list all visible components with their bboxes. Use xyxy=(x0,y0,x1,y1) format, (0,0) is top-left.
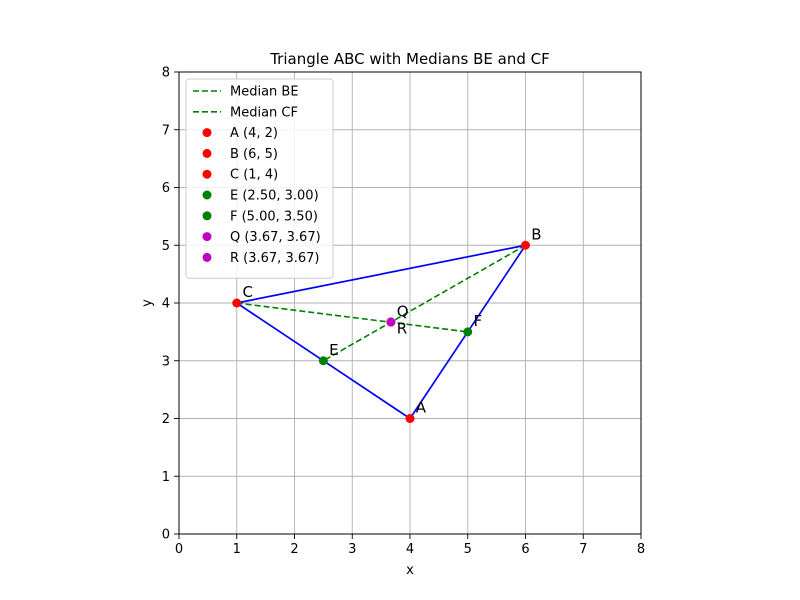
point-f xyxy=(463,327,473,337)
y-axis-label: y xyxy=(140,299,155,307)
x-tick-label: 4 xyxy=(406,542,414,557)
point-label-q: Q xyxy=(397,302,409,320)
y-tick-label: 3 xyxy=(162,354,170,369)
median-line-cf xyxy=(236,302,468,333)
x-tick-label: 8 xyxy=(637,542,645,557)
point-b xyxy=(521,240,530,250)
x-tick-label: 0 xyxy=(175,542,183,557)
y-tick-label: 6 xyxy=(162,181,170,196)
legend-median-label: Median BE xyxy=(230,85,299,100)
legend-point-label: R (3.67, 3.67) xyxy=(230,251,319,266)
legend-point-label: F (5.00, 3.50) xyxy=(230,209,318,224)
y-tick-label: 0 xyxy=(162,528,170,543)
y-tick-label: 2 xyxy=(162,412,170,427)
x-axis-label: x xyxy=(406,563,414,578)
x-tick-label: 6 xyxy=(521,542,529,557)
y-tick-label: 5 xyxy=(162,239,170,254)
x-tick-label: 1 xyxy=(233,542,241,557)
legend-median-label: Median CF xyxy=(230,105,298,120)
legend: Median BE Median CF A (4, 2) B (6, 5) C (1, … xyxy=(185,78,334,279)
chart-title: Triangle ABC with Medians BE and CF xyxy=(269,50,550,68)
legend-point-swatch xyxy=(202,128,212,138)
legend-point-label: A (4, 2) xyxy=(230,126,278,141)
legend-point-swatch xyxy=(202,232,212,242)
legend-point-swatch xyxy=(202,252,212,262)
legend-point-label: E (2.50, 3.00) xyxy=(230,189,319,204)
x-tick-label: 2 xyxy=(290,542,298,557)
point-label-a: A xyxy=(416,399,427,417)
x-tick-label: 7 xyxy=(579,542,587,557)
legend-point-swatch xyxy=(202,190,212,200)
legend-point-swatch xyxy=(202,169,212,179)
legend-point-label: Q (3.67, 3.67) xyxy=(230,230,321,245)
legend-point-swatch xyxy=(202,148,212,158)
point-label-f: F xyxy=(474,312,483,330)
y-tick-label: 1 xyxy=(162,470,170,485)
legend-point-label: B (6, 5) xyxy=(230,147,278,162)
point-r xyxy=(386,317,396,327)
point-e xyxy=(318,356,328,366)
y-tick-label: 7 xyxy=(162,123,170,138)
legend-box xyxy=(185,78,334,279)
point-a xyxy=(405,414,415,423)
x-tick-label: 3 xyxy=(348,542,356,557)
plot-frame xyxy=(178,71,642,535)
y-tick-label: 8 xyxy=(162,66,170,81)
point-label-e: E xyxy=(329,341,338,359)
legend-point-label: C (1, 4) xyxy=(230,168,278,183)
median-line-be xyxy=(322,244,526,362)
point-label-b: B xyxy=(531,225,541,243)
legend-point-swatch xyxy=(202,211,212,221)
axis-ticks: 0 1 2 3 4 5 6 7 8 0 1 2 3 4 5 6 7 8 xyxy=(162,66,645,558)
y-tick-label: 4 xyxy=(162,297,170,312)
point-label-r: R xyxy=(397,320,407,338)
plot-content: A B C E F QR xyxy=(232,225,542,423)
x-tick-label: 5 xyxy=(464,542,472,557)
point-c xyxy=(232,298,242,308)
point-label-c: C xyxy=(243,283,253,301)
